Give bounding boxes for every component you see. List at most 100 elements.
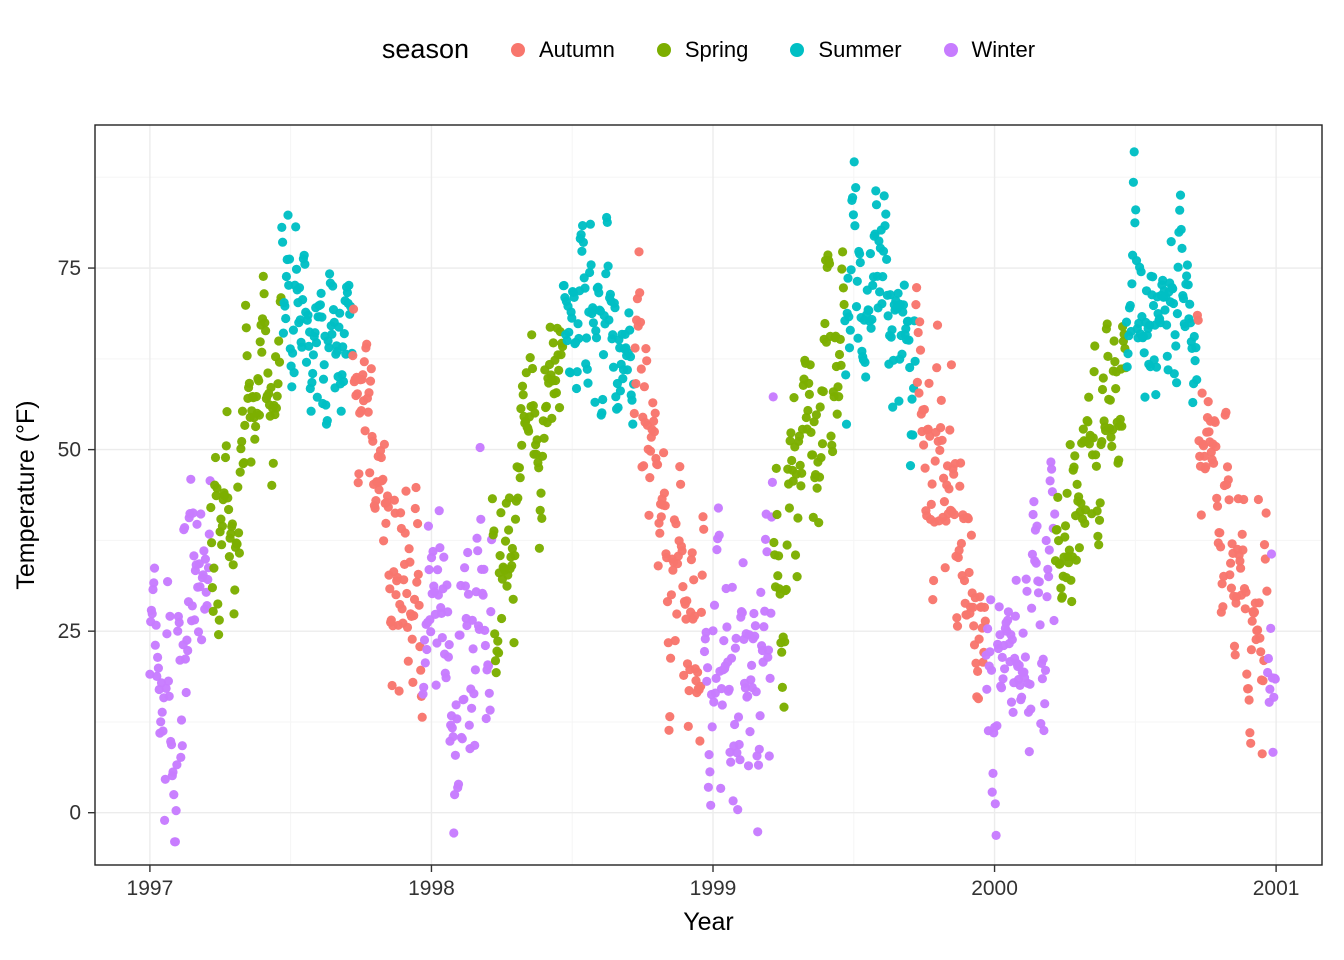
data-point-winter xyxy=(418,689,428,699)
data-point-autumn xyxy=(932,320,943,330)
data-point-winter xyxy=(1047,464,1057,474)
data-point-winter xyxy=(705,767,715,777)
data-point-autumn xyxy=(659,488,670,498)
data-point-spring xyxy=(267,480,277,490)
data-point-spring xyxy=(795,460,805,470)
data-point-winter xyxy=(986,665,997,675)
data-point-summer xyxy=(284,254,295,264)
data-point-autumn xyxy=(402,588,412,599)
data-point-summer xyxy=(1128,177,1138,187)
data-point-summer xyxy=(887,325,897,335)
data-point-summer xyxy=(1191,343,1201,353)
data-point-spring xyxy=(838,247,848,257)
data-point-winter xyxy=(765,673,775,684)
data-point-winter xyxy=(452,714,462,724)
legend-item-summer: Summer xyxy=(790,37,902,63)
data-point-spring xyxy=(507,561,517,571)
data-point-summer xyxy=(868,280,878,290)
data-point-winter xyxy=(1049,615,1059,626)
data-point-autumn xyxy=(645,473,655,483)
data-point-winter xyxy=(1266,623,1276,634)
data-point-summer xyxy=(905,362,915,373)
data-point-winter xyxy=(484,688,494,698)
data-point-summer xyxy=(897,349,907,359)
data-point-spring xyxy=(556,350,566,360)
data-point-winter xyxy=(756,587,766,598)
data-point-autumn xyxy=(923,424,933,434)
data-point-summer xyxy=(336,406,346,416)
data-point-summer xyxy=(1171,341,1181,351)
data-point-winter xyxy=(1042,592,1052,602)
data-point-autumn xyxy=(1218,602,1228,612)
data-point-winter xyxy=(1269,692,1279,702)
data-point-autumn xyxy=(636,364,646,374)
data-point-autumn xyxy=(971,658,981,668)
data-point-autumn xyxy=(410,503,420,514)
data-point-winter xyxy=(702,676,712,686)
data-point-autumn xyxy=(348,304,359,314)
data-point-spring xyxy=(816,453,826,463)
data-point-autumn xyxy=(1217,579,1227,589)
data-point-summer xyxy=(907,394,917,404)
data-point-winter xyxy=(726,757,736,767)
x-tick-label: 2001 xyxy=(1253,877,1300,900)
data-point-winter xyxy=(717,700,727,710)
data-point-autumn xyxy=(1246,738,1256,748)
data-point-spring xyxy=(504,493,514,503)
data-point-winter xyxy=(481,713,491,724)
data-point-spring xyxy=(826,431,836,441)
data-point-winter xyxy=(149,578,159,588)
data-point-autumn xyxy=(394,686,404,696)
data-point-winter xyxy=(180,523,190,533)
data-point-winter xyxy=(701,627,711,638)
data-point-summer xyxy=(559,280,569,291)
data-point-spring xyxy=(551,388,562,398)
data-point-summer xyxy=(883,311,893,321)
data-point-autumn xyxy=(630,343,640,353)
data-point-winter xyxy=(441,673,451,683)
legend-item-winter: Winter xyxy=(943,37,1035,63)
data-point-autumn xyxy=(679,670,689,681)
data-point-spring xyxy=(500,536,511,546)
x-tick-label: 1997 xyxy=(127,877,174,900)
data-point-spring xyxy=(236,444,246,454)
data-point-winter xyxy=(1046,457,1056,467)
data-point-autumn xyxy=(1226,583,1236,593)
data-point-spring xyxy=(834,392,844,402)
data-point-winter xyxy=(444,640,454,650)
data-point-winter xyxy=(470,665,480,675)
data-point-winter xyxy=(1041,535,1051,546)
data-point-summer xyxy=(301,357,312,367)
data-point-winter xyxy=(434,506,444,516)
data-point-summer xyxy=(627,395,637,405)
data-point-autumn xyxy=(642,356,652,366)
data-point-autumn xyxy=(635,317,646,327)
data-point-winter xyxy=(1015,680,1025,691)
data-point-spring xyxy=(1057,592,1067,602)
data-point-autumn xyxy=(354,469,364,479)
data-point-autumn xyxy=(360,426,370,436)
data-point-spring xyxy=(507,543,517,554)
data-point-autumn xyxy=(919,404,930,415)
data-point-autumn xyxy=(1258,676,1268,686)
data-point-summer xyxy=(1182,260,1192,270)
data-point-summer xyxy=(1166,237,1176,247)
data-point-summer xyxy=(327,329,337,339)
data-point-autumn xyxy=(1246,645,1256,655)
data-point-autumn xyxy=(1199,451,1209,461)
data-point-winter xyxy=(1003,607,1014,617)
data-point-winter xyxy=(753,760,764,770)
data-point-spring xyxy=(534,463,544,473)
data-point-spring xyxy=(497,613,507,624)
data-point-summer xyxy=(608,330,618,340)
plot-panel xyxy=(95,125,1322,865)
data-point-winter xyxy=(467,615,477,625)
data-point-autumn xyxy=(684,686,694,696)
data-point-spring xyxy=(502,581,512,591)
data-point-autumn xyxy=(363,407,373,417)
x-tick-label: 2000 xyxy=(971,877,1018,900)
data-point-winter xyxy=(448,732,458,742)
data-point-spring xyxy=(836,360,846,370)
data-point-autumn xyxy=(913,327,923,338)
data-point-winter xyxy=(1034,577,1044,587)
